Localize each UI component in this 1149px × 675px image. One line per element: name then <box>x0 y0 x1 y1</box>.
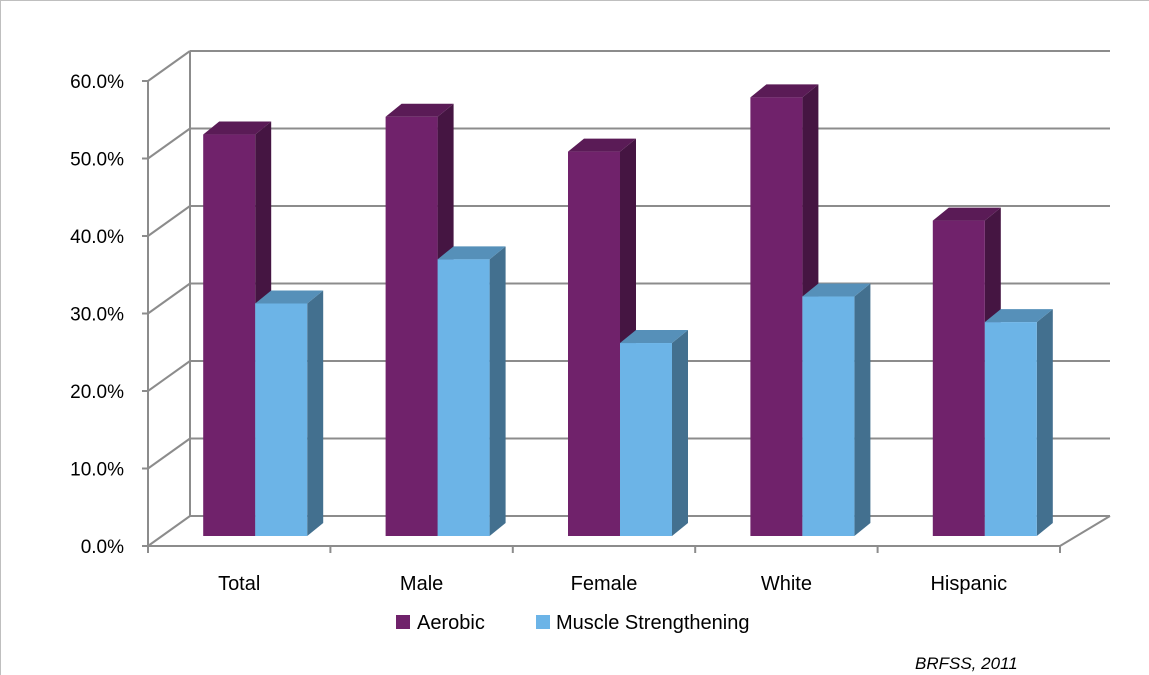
x-category-label: Female <box>571 573 638 595</box>
bar-front-face <box>437 259 490 536</box>
bar-top-face <box>750 84 819 98</box>
y-tick-label: 40.0% <box>70 227 124 248</box>
bar-top-face <box>203 121 272 135</box>
bar-side-face <box>1036 309 1053 536</box>
gridline-diagonal <box>147 127 191 160</box>
y-tick-label: 10.0% <box>70 460 124 481</box>
bar-top-face <box>568 138 636 152</box>
bar-top-face <box>385 103 454 117</box>
gridline-diagonal <box>147 437 191 470</box>
x-category-label: Male <box>400 573 443 595</box>
x-category-label: White <box>761 573 812 595</box>
bar-front-face <box>203 134 256 537</box>
bar-muscle-strengthening-white <box>802 283 871 536</box>
floor-edge <box>1059 515 1111 547</box>
legend-label-aerobic: Aerobic <box>417 612 485 634</box>
bar-side-face <box>672 330 688 536</box>
y-tick-label: 30.0% <box>70 305 124 326</box>
x-category-label: Hispanic <box>930 573 1007 595</box>
bar-front-face <box>984 322 1037 536</box>
gridline-diagonal <box>147 50 191 82</box>
bar-front-face <box>385 116 438 536</box>
gridline-diagonal <box>147 282 191 315</box>
bar-front-face <box>932 220 985 536</box>
bar-front-face <box>802 296 855 536</box>
y-tick-label: 0.0% <box>81 537 124 558</box>
y-axis-tick-labels: 0.0% 10.0% 20.0% 30.0% 40.0% 50.0% 60.0% <box>70 72 124 558</box>
axes <box>142 80 1111 553</box>
y-tick-label: 20.0% <box>70 382 124 403</box>
legend: Aerobic Muscle Strengthening <box>396 612 749 634</box>
y-tick-label: 50.0% <box>70 150 124 171</box>
x-category-label: Total <box>218 573 260 595</box>
bar-front-face <box>620 343 672 536</box>
bar-front-face <box>750 97 803 536</box>
bar-top-face <box>620 330 688 344</box>
bar-front-face <box>255 303 308 536</box>
bar-top-face <box>932 207 1001 221</box>
legend-swatch-aerobic <box>396 615 410 629</box>
bar-top-face <box>984 309 1053 323</box>
bar-side-face <box>307 290 324 536</box>
bar-top-face <box>802 283 871 297</box>
bar-front-face <box>568 151 620 536</box>
source-note: BRFSS, 2011 <box>915 654 1018 673</box>
bars <box>203 84 1053 537</box>
bar-muscle-strengthening-female <box>620 330 688 536</box>
bar-top-face <box>437 246 506 260</box>
gridline-diagonal <box>147 515 191 547</box>
bar-top-face <box>255 290 324 304</box>
legend-label-muscle-strengthening: Muscle Strengthening <box>556 612 749 634</box>
gridline-diagonal <box>147 205 191 237</box>
legend-swatch-muscle-strengthening <box>536 615 550 629</box>
y-tick-label: 60.0% <box>70 72 124 93</box>
bar-muscle-strengthening-total <box>255 290 324 536</box>
bar-muscle-strengthening-hispanic <box>984 309 1053 536</box>
gridline-diagonal <box>147 360 191 392</box>
bar-aerobic-white <box>750 84 819 536</box>
x-axis-category-labels: Total Male Female White Hispanic <box>218 573 1007 595</box>
bar-side-face <box>489 246 506 536</box>
bar-side-face <box>854 283 871 536</box>
bar-muscle-strengthening-male <box>437 246 506 536</box>
